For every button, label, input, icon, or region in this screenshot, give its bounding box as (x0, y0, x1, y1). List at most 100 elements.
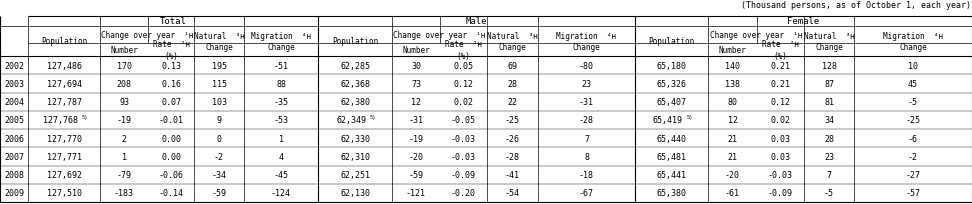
Text: 138: 138 (725, 80, 740, 89)
Text: 140: 140 (725, 61, 740, 70)
Text: Rate  ²ʜ
(%): Rate ²ʜ (%) (445, 40, 482, 60)
Text: -79: -79 (117, 170, 131, 179)
Text: Change over year  ¹ʜ: Change over year ¹ʜ (394, 31, 486, 40)
Text: 9: 9 (217, 116, 222, 125)
Text: 0.05: 0.05 (454, 61, 473, 70)
Text: 23: 23 (581, 80, 592, 89)
Text: -20: -20 (408, 152, 424, 161)
Text: 22: 22 (507, 98, 517, 107)
Text: -53: -53 (273, 116, 289, 125)
Text: 28: 28 (507, 80, 517, 89)
Text: -20: -20 (725, 170, 740, 179)
Text: -0.09: -0.09 (768, 188, 793, 197)
Text: 208: 208 (117, 80, 131, 89)
Text: 128: 128 (821, 61, 837, 70)
Text: -0.03: -0.03 (451, 152, 476, 161)
Text: 8: 8 (584, 152, 589, 161)
Text: 21: 21 (727, 134, 738, 143)
Text: 0.07: 0.07 (161, 98, 181, 107)
Text: 5): 5) (82, 115, 88, 120)
Text: 7: 7 (584, 134, 589, 143)
Text: 30: 30 (411, 61, 421, 70)
Text: -19: -19 (408, 134, 424, 143)
Text: 127,486: 127,486 (47, 61, 82, 70)
Text: -0.05: -0.05 (451, 116, 476, 125)
Text: Natural  ³ʜ
Change: Natural ³ʜ Change (804, 32, 854, 52)
Text: Migration  ⁴ʜ
Change: Migration ⁴ʜ Change (883, 32, 943, 52)
Text: -61: -61 (725, 188, 740, 197)
Text: Change over year  ¹ʜ: Change over year ¹ʜ (710, 31, 802, 40)
Text: -51: -51 (273, 61, 289, 70)
Text: 127,771: 127,771 (47, 152, 82, 161)
Text: -26: -26 (505, 134, 520, 143)
Text: -0.09: -0.09 (451, 170, 476, 179)
Text: 65,440: 65,440 (656, 134, 686, 143)
Text: 115: 115 (212, 80, 226, 89)
Text: -5: -5 (824, 188, 834, 197)
Text: -0.20: -0.20 (451, 188, 476, 197)
Text: Population: Population (648, 37, 695, 46)
Text: 2007: 2007 (4, 152, 24, 161)
Text: Female: Female (787, 17, 819, 26)
Text: Migration  ⁴ʜ
Change: Migration ⁴ʜ Change (251, 32, 311, 52)
Text: -183: -183 (114, 188, 134, 197)
Text: 62,285: 62,285 (340, 61, 370, 70)
Text: 65,419: 65,419 (652, 116, 682, 125)
Text: 5): 5) (686, 115, 693, 120)
Text: -2: -2 (214, 152, 224, 161)
Text: 0.00: 0.00 (161, 134, 181, 143)
Text: 195: 195 (212, 61, 226, 70)
Text: -59: -59 (408, 170, 424, 179)
Text: -2: -2 (908, 152, 918, 161)
Text: 2006: 2006 (4, 134, 24, 143)
Text: 45: 45 (908, 80, 918, 89)
Text: -0.06: -0.06 (158, 170, 184, 179)
Text: 62,130: 62,130 (340, 188, 370, 197)
Text: Natural  ³ʜ
Change: Natural ³ʜ Change (487, 32, 538, 52)
Text: 103: 103 (212, 98, 226, 107)
Text: -0.03: -0.03 (451, 134, 476, 143)
Text: 80: 80 (727, 98, 738, 107)
Text: -41: -41 (505, 170, 520, 179)
Text: 88: 88 (276, 80, 286, 89)
Text: Population: Population (41, 37, 87, 46)
Text: 28: 28 (824, 134, 834, 143)
Text: 65,180: 65,180 (656, 61, 686, 70)
Text: 87: 87 (824, 80, 834, 89)
Text: -28: -28 (505, 152, 520, 161)
Text: 2002: 2002 (4, 61, 24, 70)
Text: 21: 21 (727, 152, 738, 161)
Text: 23: 23 (824, 152, 834, 161)
Text: 5): 5) (370, 115, 376, 120)
Text: 4: 4 (279, 152, 284, 161)
Text: 65,441: 65,441 (656, 170, 686, 179)
Text: 0.02: 0.02 (454, 98, 473, 107)
Text: -35: -35 (273, 98, 289, 107)
Text: Natural  ³ʜ
Change: Natural ³ʜ Change (193, 32, 244, 52)
Text: 127,768: 127,768 (43, 116, 78, 125)
Text: 0.21: 0.21 (771, 80, 790, 89)
Text: (Thousand persons, as of October 1, each year): (Thousand persons, as of October 1, each… (741, 0, 971, 9)
Text: Number: Number (110, 46, 138, 55)
Text: Male: Male (466, 17, 487, 26)
Text: 127,694: 127,694 (47, 80, 82, 89)
Text: 0.21: 0.21 (771, 61, 790, 70)
Text: 0.00: 0.00 (161, 152, 181, 161)
Text: 0.02: 0.02 (771, 116, 790, 125)
Text: -34: -34 (212, 170, 226, 179)
Text: -59: -59 (212, 188, 226, 197)
Text: 2005: 2005 (4, 116, 24, 125)
Text: -25: -25 (505, 116, 520, 125)
Text: 62,330: 62,330 (340, 134, 370, 143)
Text: 62,310: 62,310 (340, 152, 370, 161)
Text: 10: 10 (908, 61, 918, 70)
Text: -31: -31 (579, 98, 594, 107)
Text: 170: 170 (117, 61, 131, 70)
Text: 12: 12 (727, 116, 738, 125)
Text: 2008: 2008 (4, 170, 24, 179)
Text: 2: 2 (122, 134, 126, 143)
Text: -19: -19 (117, 116, 131, 125)
Text: 81: 81 (824, 98, 834, 107)
Text: -31: -31 (408, 116, 424, 125)
Text: 12: 12 (411, 98, 421, 107)
